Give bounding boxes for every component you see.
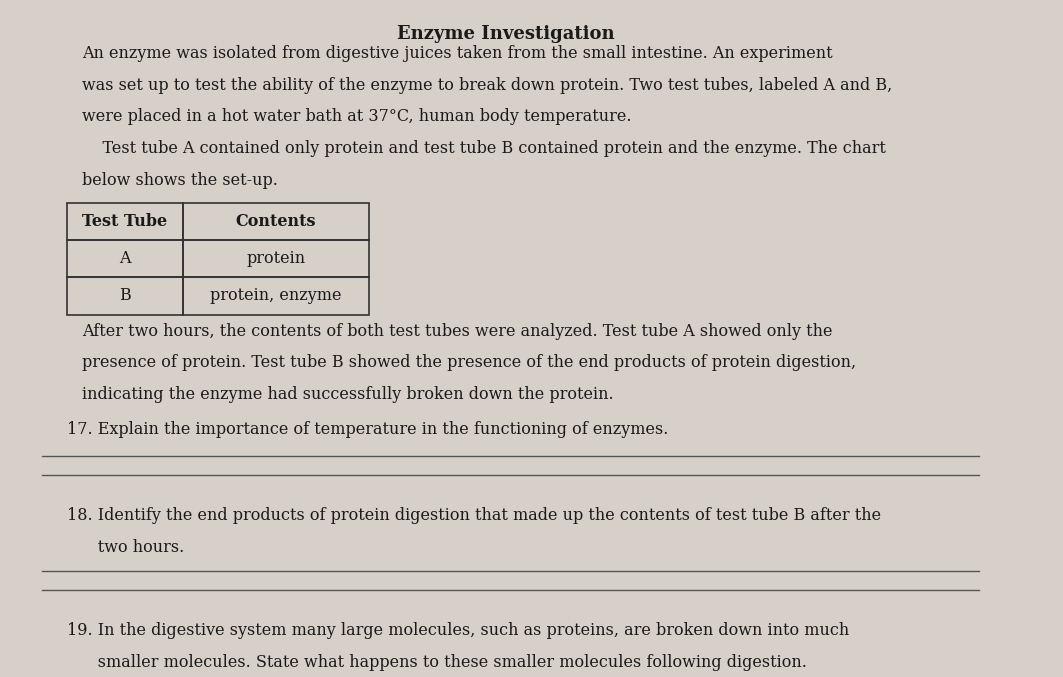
- Bar: [183, 278, 369, 315]
- Text: protein: protein: [247, 250, 305, 267]
- Text: B: B: [119, 288, 131, 305]
- Text: 19. In the digestive system many large molecules, such as proteins, are broken d: 19. In the digestive system many large m…: [67, 622, 849, 639]
- Bar: [183, 203, 369, 240]
- Text: below shows the set-up.: below shows the set-up.: [82, 172, 277, 189]
- Text: After two hours, the contents of both test tubes were analyzed. Test tube A show: After two hours, the contents of both te…: [82, 323, 832, 340]
- Text: 18. Identify the end products of protein digestion that made up the contents of : 18. Identify the end products of protein…: [67, 507, 881, 524]
- Text: An enzyme was isolated from digestive juices taken from the small intestine. An : An enzyme was isolated from digestive ju…: [82, 45, 832, 62]
- Bar: [67, 203, 183, 240]
- Text: were placed in a hot water bath at 37°C, human body temperature.: were placed in a hot water bath at 37°C,…: [82, 108, 631, 125]
- Text: 17. Explain the importance of temperature in the functioning of enzymes.: 17. Explain the importance of temperatur…: [67, 421, 669, 438]
- Bar: [183, 240, 369, 278]
- Text: Test Tube: Test Tube: [82, 213, 167, 230]
- Text: was set up to test the ability of the enzyme to break down protein. Two test tub: was set up to test the ability of the en…: [82, 77, 892, 94]
- Bar: [67, 240, 183, 278]
- Text: Contents: Contents: [236, 213, 317, 230]
- Text: smaller molecules. State what happens to these smaller molecules following diges: smaller molecules. State what happens to…: [67, 654, 807, 671]
- Text: presence of protein. Test tube B showed the presence of the end products of prot: presence of protein. Test tube B showed …: [82, 354, 856, 371]
- Bar: [67, 278, 183, 315]
- Text: two hours.: two hours.: [67, 539, 184, 556]
- Text: Enzyme Investigation: Enzyme Investigation: [396, 25, 614, 43]
- Text: Test tube A contained only protein and test tube B contained protein and the enz: Test tube A contained only protein and t…: [82, 140, 885, 157]
- Text: protein, enzyme: protein, enzyme: [210, 288, 342, 305]
- Text: A: A: [119, 250, 131, 267]
- Text: indicating the enzyme had successfully broken down the protein.: indicating the enzyme had successfully b…: [82, 386, 613, 403]
